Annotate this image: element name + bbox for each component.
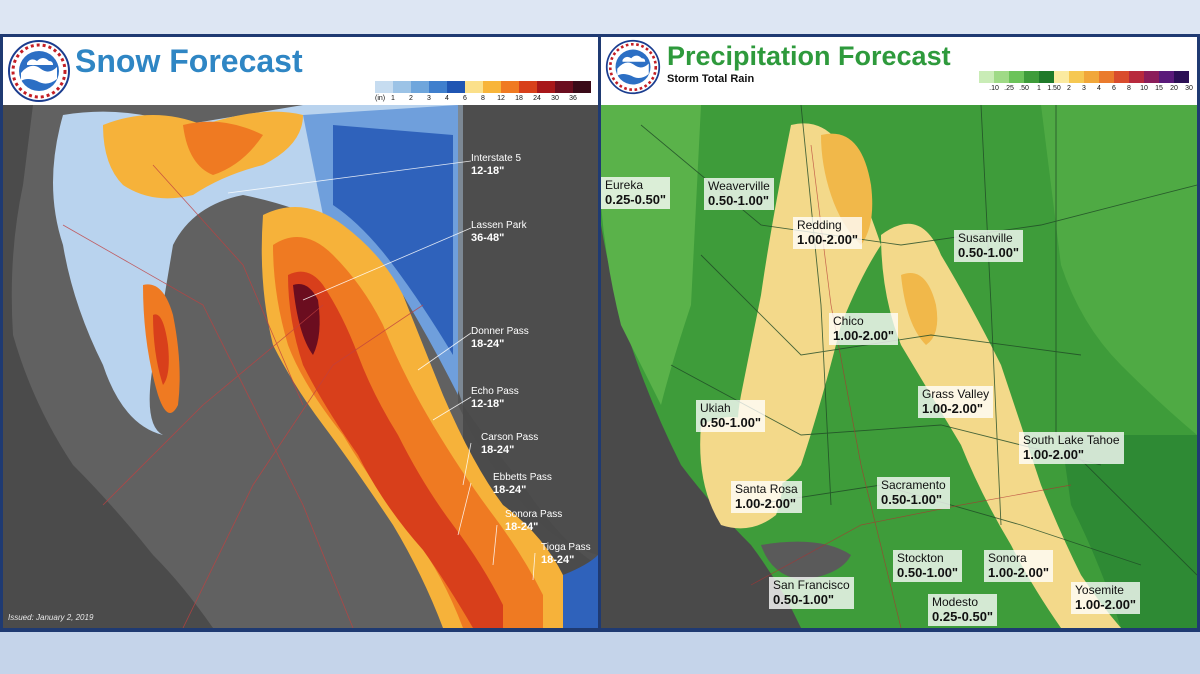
precip-legend-tick: 15 — [1155, 85, 1163, 92]
precip-legend-swatch — [1144, 71, 1159, 83]
precip-legend-swatch — [1069, 71, 1084, 83]
snow-legend-tick: 30 — [551, 95, 559, 102]
precip-legend-tick: .50 — [1019, 85, 1029, 92]
precip-label-eureka: Eureka 0.25-0.50" — [601, 177, 671, 209]
precip-legend-tick: 20 — [1170, 85, 1178, 92]
snow-legend-swatch — [483, 81, 501, 93]
precip-legend-swatch — [1174, 71, 1189, 83]
precip-legend-swatch — [979, 71, 994, 83]
precip-legend-swatch — [1084, 71, 1099, 83]
bottom-band — [0, 632, 1200, 674]
snow-label-donner-pass: Donner Pass 18-24" — [471, 326, 529, 350]
snow-legend-tick: 18 — [515, 95, 523, 102]
precip-legend-tick: 8 — [1127, 85, 1131, 92]
snow-legend-tick: 3 — [427, 95, 431, 102]
snow-label-sonora-pass: Sonora Pass 18-24" — [505, 509, 563, 533]
snow-legend-tick: 24 — [533, 95, 541, 102]
precip-legend-tick: 1.50 — [1047, 85, 1061, 92]
precip-legend-swatch — [1114, 71, 1129, 83]
snow-label-echo-pass: Echo Pass 12-18" — [471, 386, 519, 410]
precip-title: Precipitation Forecast — [667, 41, 951, 71]
snow-header: Snow Forecast (in) 1 2 3 4 6 8 12 18 24 30 36 — [3, 37, 598, 105]
precip-legend-swatch — [994, 71, 1009, 83]
precip-label-south-lake-tahoe: South Lake Tahoe 1.00-2.00" — [1019, 432, 1124, 464]
precip-label-grass-valley: Grass Valley 1.00-2.00" — [918, 386, 994, 418]
precip-legend-tick: 30 — [1185, 85, 1193, 92]
snow-label-interstate-5: Interstate 5 12-18" — [471, 153, 522, 177]
snow-map — [3, 105, 598, 628]
snow-legend-tick: 8 — [481, 95, 485, 102]
precip-label-san-francisco: San Francisco 0.50-1.00" — [769, 577, 854, 609]
precip-legend-tick: .25 — [1004, 85, 1014, 92]
precip-legend-labels: .10 .25 .50 1 1.50 2 3 4 6 8 10 15 20 30 — [979, 85, 1194, 95]
snow-legend-swatch — [429, 81, 447, 93]
snow-legend-swatch — [465, 81, 483, 93]
snow-legend-swatch — [537, 81, 555, 93]
precip-legend-swatch — [1099, 71, 1114, 83]
precip-legend-swatch — [1129, 71, 1144, 83]
nws-logo-icon — [8, 40, 70, 102]
precip-legend-swatch — [1054, 71, 1069, 83]
precip-label-sonora: Sonora 1.00-2.00" — [984, 550, 1054, 582]
top-band — [0, 0, 1200, 34]
precip-label-modesto: Modesto 0.25-0.50" — [928, 594, 998, 626]
precip-legend-tick: .10 — [989, 85, 999, 92]
precip-legend-tick: 3 — [1082, 85, 1086, 92]
snow-legend-swatch — [519, 81, 537, 93]
precip-legend-swatch — [1024, 71, 1039, 83]
snow-forecast-panel: Snow Forecast (in) 1 2 3 4 6 8 12 18 24 30 36 — [3, 37, 598, 628]
precip-legend-tick: 2 — [1067, 85, 1071, 92]
snow-legend-bar — [375, 81, 591, 93]
snow-issued-date: Issued: January 2, 2019 — [8, 613, 94, 622]
precip-label-ukiah: Ukiah 0.50-1.00" — [696, 400, 766, 432]
precip-legend-swatch — [1009, 71, 1024, 83]
precip-legend-tick: 6 — [1112, 85, 1116, 92]
precip-label-susanville: Susanville 0.50-1.00" — [954, 230, 1024, 262]
snow-label-tioga-pass: Tioga Pass 18-24" — [541, 542, 591, 566]
precip-label-redding: Redding 1.00-2.00" — [793, 217, 863, 249]
snow-legend-swatch — [555, 81, 573, 93]
snow-label-ebbetts-pass: Ebbetts Pass 18-24" — [493, 472, 552, 496]
precip-legend-swatch — [1159, 71, 1174, 83]
snow-legend-tick: 36 — [569, 95, 577, 102]
snow-legend-tick: 2 — [409, 95, 413, 102]
precip-legend-tick: 1 — [1037, 85, 1041, 92]
snow-legend-tick: 12 — [497, 95, 505, 102]
snow-legend-labels: (in) 1 2 3 4 6 8 12 18 24 30 36 — [375, 95, 598, 105]
snow-label-lassen-park: Lassen Park 36-48" — [471, 220, 527, 244]
precipitation-forecast-panel: Precipitation Forecast Storm Total Rain … — [601, 37, 1197, 628]
precip-legend-tick: 4 — [1097, 85, 1101, 92]
precip-label-stockton: Stockton 0.50-1.00" — [893, 550, 963, 582]
snow-title: Snow Forecast — [75, 43, 303, 79]
snow-legend-swatch — [573, 81, 591, 93]
precip-label-santa-rosa: Santa Rosa 1.00-2.00" — [731, 481, 802, 513]
snow-legend-tick: 1 — [391, 95, 395, 102]
nws-logo-icon — [605, 39, 661, 95]
snow-legend-tick: 6 — [463, 95, 467, 102]
precip-label-weaverville: Weaverville 0.50-1.00" — [704, 178, 774, 210]
precip-label-chico: Chico 1.00-2.00" — [829, 313, 899, 345]
snow-legend-swatch — [375, 81, 393, 93]
snow-legend-swatch — [501, 81, 519, 93]
precip-legend-bar — [979, 71, 1189, 83]
precip-legend-swatch — [1039, 71, 1054, 83]
precip-subtitle: Storm Total Rain — [667, 73, 755, 85]
snow-legend-unit: (in) — [375, 95, 386, 102]
snow-label-carson-pass: Carson Pass 18-24" — [481, 432, 539, 456]
snow-legend-tick: 4 — [445, 95, 449, 102]
precip-label-sacramento: Sacramento 0.50-1.00" — [877, 477, 950, 509]
precip-label-yosemite: Yosemite 1.00-2.00" — [1071, 582, 1141, 614]
snow-legend-swatch — [393, 81, 411, 93]
precip-legend-tick: 10 — [1140, 85, 1148, 92]
snow-legend-swatch — [411, 81, 429, 93]
precip-header: Precipitation Forecast Storm Total Rain … — [601, 37, 1197, 105]
snow-legend-swatch — [447, 81, 465, 93]
